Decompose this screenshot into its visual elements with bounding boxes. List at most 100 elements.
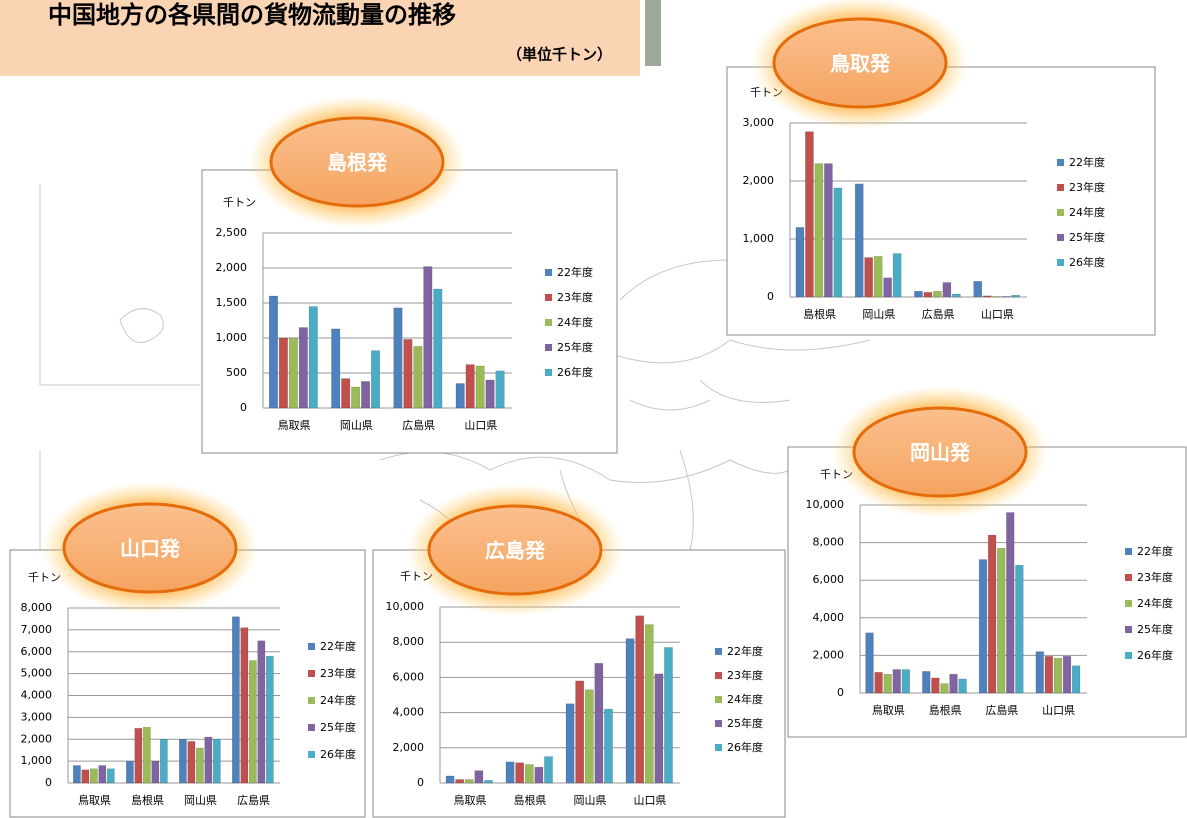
bar: [565, 703, 575, 784]
bar: [485, 379, 495, 409]
bar: [475, 365, 485, 409]
bar: [268, 295, 278, 409]
bar: [833, 187, 843, 298]
x-tick-label: 鳥取県: [78, 793, 111, 807]
chart-title: 山口発: [120, 537, 181, 561]
bar: [874, 672, 883, 694]
y-tick-label: 2,000: [393, 741, 425, 754]
x-tick-label: 山口県: [981, 308, 1014, 321]
y-tick-label: 4,000: [393, 706, 425, 719]
x-tick-label: 島根県: [514, 793, 547, 807]
bar: [151, 760, 160, 784]
legend-label: 24年度: [727, 692, 763, 706]
bar: [883, 277, 892, 298]
y-tick-label: 10,000: [386, 600, 425, 613]
x-tick-label: 広島県: [402, 418, 435, 432]
bar: [594, 663, 604, 784]
bar: [403, 339, 413, 409]
bar: [361, 381, 371, 409]
bar: [931, 677, 940, 694]
legend-swatch: [715, 744, 722, 751]
bar: [106, 768, 115, 784]
bar: [341, 378, 351, 409]
legend-swatch: [545, 269, 552, 276]
chart-title: 広島発: [485, 539, 546, 563]
legend-swatch: [308, 697, 315, 704]
bar: [240, 627, 249, 784]
bar: [952, 293, 961, 298]
y-tick-label: 4,000: [813, 611, 845, 624]
bar: [371, 350, 381, 409]
legend-swatch: [715, 648, 722, 655]
bar: [584, 689, 594, 784]
bar: [298, 327, 308, 409]
bar: [265, 655, 274, 784]
unit-label: （単位千トン）: [507, 46, 612, 64]
bar: [455, 383, 465, 409]
x-tick-label: 広島県: [985, 703, 1018, 717]
bar: [495, 370, 505, 409]
bar: [204, 736, 213, 784]
slide-title: 中国地方の各県間の貨物流動量の推移: [48, 1, 456, 29]
legend-label: 25年度: [320, 720, 356, 734]
x-tick-label: 島根県: [803, 307, 836, 321]
bar: [196, 747, 204, 784]
bar: [159, 739, 168, 784]
legend-label: 24年度: [1137, 596, 1173, 610]
y-tick-label: 2,000: [216, 261, 248, 274]
legend-label: 25年度: [1069, 230, 1105, 244]
x-tick-label: 鳥取県: [872, 703, 905, 717]
legend-swatch: [1125, 626, 1132, 633]
chart-title: 鳥取発: [830, 52, 891, 76]
bar: [257, 640, 266, 784]
bar: [988, 534, 997, 694]
legend-label: 24年度: [557, 315, 593, 329]
title-bar: [645, 0, 661, 66]
y-tick-label: 6,000: [21, 645, 53, 658]
bar: [73, 765, 81, 784]
legend-swatch: [308, 751, 315, 758]
legend-label: 24年度: [320, 693, 356, 707]
legend-label: 23年度: [1069, 180, 1105, 194]
bar: [524, 764, 534, 784]
y-tick-label: 1,000: [21, 754, 53, 767]
bar: [958, 678, 967, 694]
y-tick-label: 6,000: [393, 670, 425, 683]
legend-label: 22年度: [727, 644, 763, 658]
legend-label: 25年度: [1137, 622, 1173, 636]
bar: [445, 775, 455, 784]
y-tick-label: 2,000: [21, 732, 53, 745]
y-tick-label: 10,000: [806, 498, 845, 511]
legend-swatch: [1057, 259, 1064, 266]
legend-swatch: [545, 344, 552, 351]
x-tick-label: 山口県: [464, 419, 497, 432]
bar: [664, 647, 673, 784]
bar: [1015, 564, 1024, 694]
bubble: [269, 116, 445, 208]
bar: [635, 615, 645, 784]
bar: [1011, 295, 1020, 298]
legend-label: 26年度: [557, 365, 593, 379]
bar: [143, 726, 151, 784]
legend-label: 26年度: [320, 747, 356, 761]
bar: [1053, 657, 1063, 694]
legend-swatch: [1125, 600, 1132, 607]
y-tick-label: 0: [45, 776, 52, 789]
bar: [940, 683, 949, 694]
x-tick-label: 岡山県: [574, 794, 607, 807]
legend-swatch: [1057, 184, 1064, 191]
legend-label: 23年度: [727, 668, 763, 682]
bar: [992, 296, 1001, 298]
legend-swatch: [1057, 209, 1064, 216]
chart-title: 岡山発: [910, 441, 971, 465]
bar: [824, 163, 833, 298]
y-tick-label: 7,000: [21, 623, 53, 636]
bar: [212, 739, 221, 784]
y-tick-label: 2,000: [813, 648, 845, 661]
bar: [393, 307, 403, 409]
legend-label: 22年度: [320, 639, 356, 653]
bar: [179, 739, 187, 784]
bar: [865, 632, 874, 694]
legend-swatch: [308, 724, 315, 731]
bar: [1001, 296, 1011, 298]
